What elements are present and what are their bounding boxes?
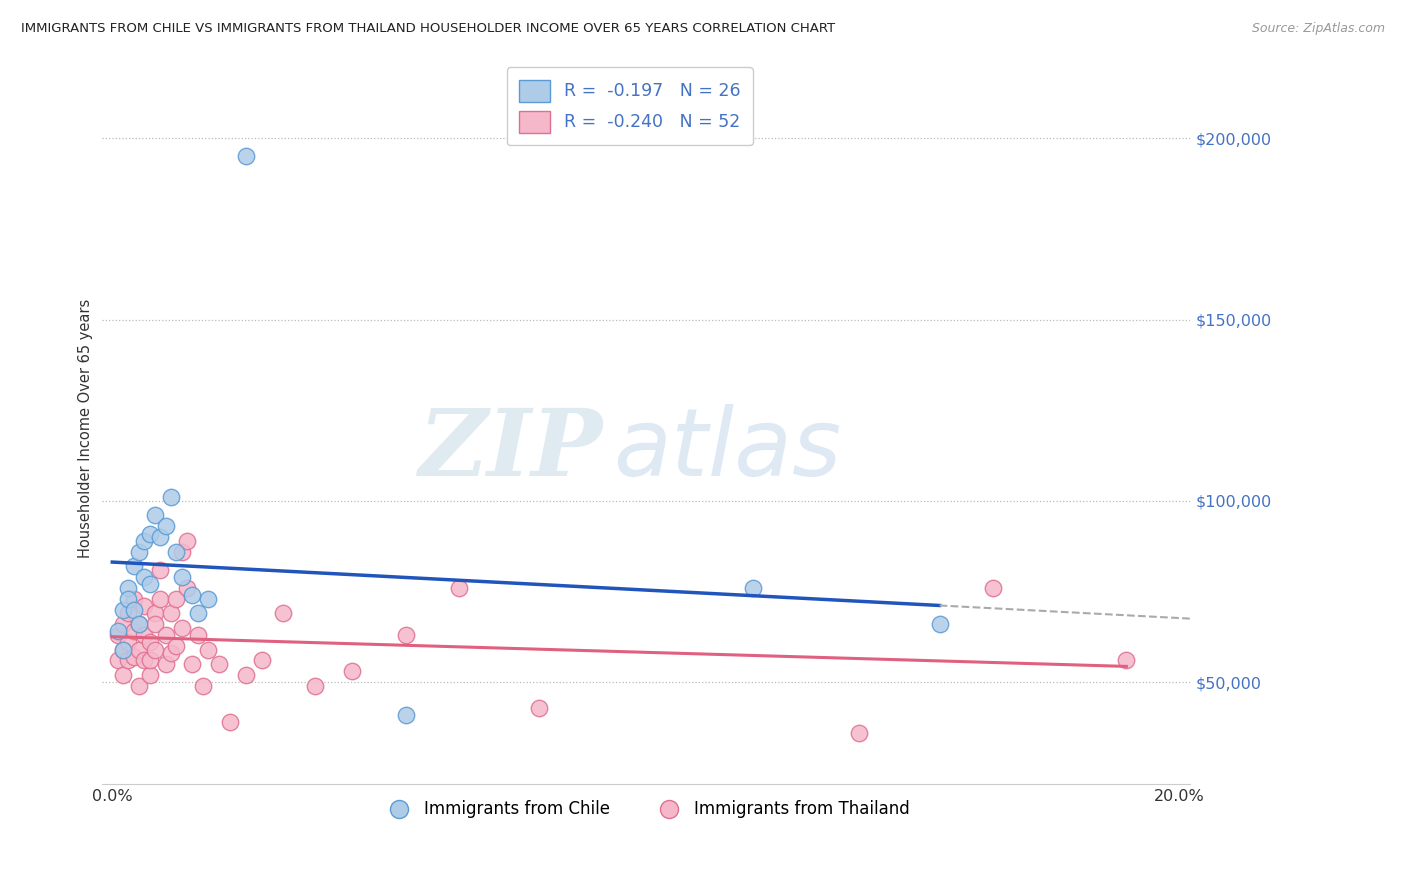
Point [138, 526, 160, 541]
Point [342, 665, 364, 679]
Point [134, 533, 156, 548]
Point [170, 621, 193, 635]
Point [149, 563, 172, 577]
Point [138, 635, 160, 649]
Point [143, 607, 166, 621]
Point [122, 559, 145, 574]
Text: Source: ZipAtlas.com: Source: ZipAtlas.com [1251, 22, 1385, 36]
Point [117, 591, 139, 606]
Point [143, 617, 166, 632]
Point [165, 639, 187, 653]
Point [107, 628, 129, 642]
Point [117, 607, 139, 621]
Point [134, 599, 156, 613]
Point [143, 508, 166, 523]
Legend: Immigrants from Chile, Immigrants from Thailand: Immigrants from Chile, Immigrants from T… [375, 794, 917, 825]
Point [155, 657, 177, 671]
Point [235, 149, 257, 163]
Point [271, 607, 294, 621]
Point [117, 581, 139, 595]
Point [138, 653, 160, 667]
Point [128, 617, 150, 632]
Point [250, 653, 273, 667]
Point [304, 679, 326, 693]
Point [111, 668, 134, 682]
Point [741, 581, 763, 595]
Point [235, 668, 257, 682]
Point [111, 602, 134, 616]
Point [170, 570, 193, 584]
Text: atlas: atlas [613, 404, 842, 495]
Point [111, 642, 134, 657]
Text: ZIP: ZIP [418, 405, 602, 495]
Point [160, 646, 183, 660]
Point [134, 628, 156, 642]
Point [191, 679, 214, 693]
Point [928, 617, 950, 632]
Point [165, 591, 187, 606]
Point [122, 649, 145, 664]
Point [107, 624, 129, 639]
Point [128, 617, 150, 632]
Point [197, 642, 219, 657]
Point [197, 591, 219, 606]
Point [449, 581, 471, 595]
Point [117, 635, 139, 649]
Point [149, 591, 172, 606]
Point [134, 653, 156, 667]
Point [208, 657, 231, 671]
Point [848, 726, 870, 740]
Point [138, 577, 160, 591]
Point [395, 628, 418, 642]
Point [218, 715, 240, 730]
Point [176, 581, 198, 595]
Point [122, 624, 145, 639]
Point [111, 642, 134, 657]
Point [160, 490, 183, 504]
Point [187, 607, 209, 621]
Point [155, 628, 177, 642]
Point [1115, 653, 1137, 667]
Point [181, 588, 204, 602]
Point [128, 544, 150, 558]
Point [128, 679, 150, 693]
Point [395, 707, 418, 722]
Point [134, 570, 156, 584]
Point [138, 668, 160, 682]
Text: IMMIGRANTS FROM CHILE VS IMMIGRANTS FROM THAILAND HOUSEHOLDER INCOME OVER 65 YEA: IMMIGRANTS FROM CHILE VS IMMIGRANTS FROM… [21, 22, 835, 36]
Point [117, 653, 139, 667]
Point [122, 602, 145, 616]
Point [107, 653, 129, 667]
Point [143, 642, 166, 657]
Point [981, 581, 1004, 595]
Point [155, 519, 177, 533]
Y-axis label: Householder Income Over 65 years: Householder Income Over 65 years [79, 299, 93, 558]
Point [128, 642, 150, 657]
Point [529, 700, 551, 714]
Point [181, 657, 204, 671]
Point [160, 607, 183, 621]
Point [170, 544, 193, 558]
Point [149, 530, 172, 544]
Point [111, 617, 134, 632]
Point [187, 628, 209, 642]
Point [176, 533, 198, 548]
Point [165, 544, 187, 558]
Point [122, 591, 145, 606]
